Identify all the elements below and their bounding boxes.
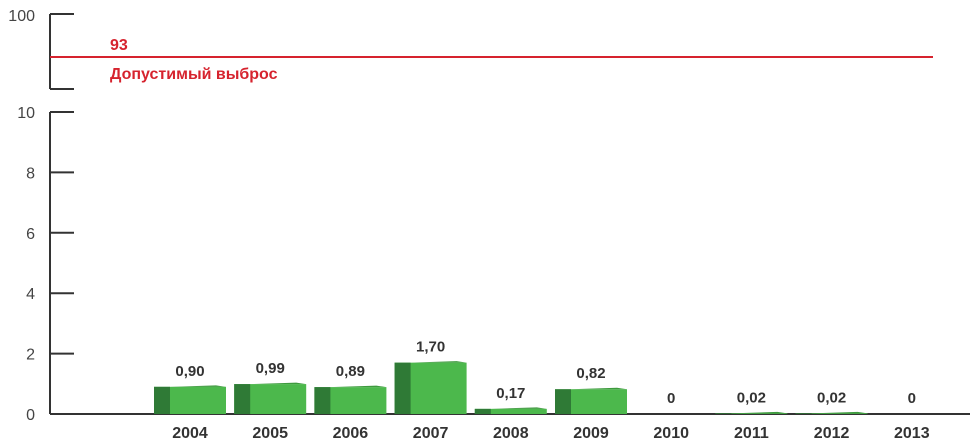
limit-value-label: 93: [110, 37, 128, 54]
data-label: 0,82: [576, 365, 605, 382]
x-tick-label: 2012: [814, 425, 850, 442]
bar-front: [795, 413, 868, 414]
x-tick-label: 2008: [493, 425, 529, 442]
bar-top: [410, 361, 467, 363]
bar-side: [314, 387, 331, 414]
x-tick-label: 2006: [333, 425, 369, 442]
bar: [394, 361, 467, 414]
x-tick-label: 2011: [734, 425, 769, 442]
limit-caption: Допустимый выброс: [110, 66, 278, 83]
bar-side: [795, 413, 812, 414]
bar-front: [715, 413, 788, 414]
y-ticks: 0 2 4 6 8 10: [17, 105, 74, 424]
data-label: 0,17: [496, 385, 525, 402]
bar-side: [154, 386, 170, 414]
bars: [154, 361, 868, 414]
x-tick-label: 2005: [252, 425, 288, 442]
x-tick-labels: 2004 2005 2006 2007 2008 2009 2010 2011 2012 2013: [172, 425, 929, 442]
x-tick-label: 2010: [653, 425, 689, 442]
bar: [154, 385, 226, 414]
limit-line-group: 93 Допустимый выброс: [50, 37, 933, 83]
bar: [715, 411, 788, 414]
upper-axis: 100: [8, 8, 74, 90]
y-tick-label: 8: [26, 165, 35, 182]
bar-side: [234, 384, 251, 414]
data-label: 0: [908, 390, 916, 407]
x-tick-label: 2013: [894, 425, 930, 442]
bar-side: [715, 413, 732, 414]
data-label: 0,02: [737, 389, 766, 406]
data-label: 0,99: [256, 360, 285, 377]
bar-top: [250, 382, 307, 385]
bar-top: [571, 387, 627, 390]
bar: [234, 382, 307, 414]
x-tick-label: 2004: [172, 425, 208, 442]
bar-top: [811, 411, 868, 414]
bar: [474, 407, 547, 414]
bar-side: [555, 389, 571, 414]
bar-top: [170, 385, 226, 387]
data-label: 0: [667, 390, 675, 407]
data-label: 0,02: [817, 389, 846, 406]
y-tick-label: 10: [17, 105, 35, 122]
bar-top: [490, 407, 547, 409]
value-labels: 0,90 0,99 0,89 1,70 0,17 0,82 0 0,02 0,02 0: [175, 339, 916, 407]
data-label: 0,90: [175, 363, 204, 380]
bar: [314, 385, 387, 414]
x-tick-label: 2007: [413, 425, 449, 442]
bar: [795, 411, 868, 414]
data-label: 1,70: [416, 339, 445, 356]
y-tick-label: 2: [26, 347, 35, 364]
bar-front: [474, 408, 547, 414]
upper-scale-label: 100: [8, 8, 35, 25]
bar: [555, 387, 627, 414]
bar-side: [394, 362, 411, 414]
y-tick-label: 0: [26, 407, 35, 424]
bar-top: [330, 385, 387, 388]
bar-top: [731, 411, 788, 414]
y-tick-label: 6: [26, 226, 35, 243]
data-label: 0,89: [336, 363, 365, 380]
x-tick-label: 2009: [573, 425, 609, 442]
y-tick-label: 4: [26, 286, 35, 303]
bar-side: [474, 408, 491, 414]
